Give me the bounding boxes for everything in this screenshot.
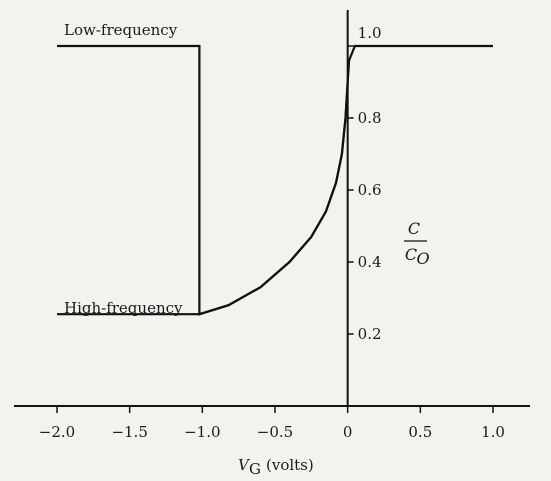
x-tick-label: −2.0 xyxy=(39,423,75,441)
y-tick-label: 0.8 xyxy=(358,109,382,127)
y-tick-label: 1.0 xyxy=(358,24,382,42)
svg-text:C: C xyxy=(405,245,417,264)
svg-text:C: C xyxy=(408,219,420,238)
svg-text:(volts): (volts) xyxy=(266,456,314,474)
y-tick-label: 0.2 xyxy=(358,325,382,343)
high-frequency-curve xyxy=(57,81,349,316)
x-tick-label: 0 xyxy=(343,423,353,441)
x-axis-title: V G (volts) xyxy=(238,456,314,478)
x-tick-label: 0.5 xyxy=(408,423,432,441)
x-tick-label: −1.0 xyxy=(184,423,220,441)
y-ticks: 0.2 0.4 0.6 0.8 1.0 xyxy=(347,24,382,343)
y-tick-label: 0.4 xyxy=(358,253,382,271)
x-tick-label: −0.5 xyxy=(257,423,293,441)
svg-text:O: O xyxy=(416,249,429,268)
svg-text:V: V xyxy=(238,456,251,474)
y-axis-title: C C O xyxy=(404,219,430,268)
y-tick-label: 0.6 xyxy=(358,181,382,199)
high-frequency-label: High-frequency xyxy=(64,299,183,317)
x-tick-label: 1.0 xyxy=(481,423,505,441)
low-frequency-label: Low-frequency xyxy=(64,21,178,39)
x-tick-label: −1.5 xyxy=(111,423,147,441)
svg-text:G: G xyxy=(249,460,261,478)
x-ticks: −2.0 −1.5 −1.0 −0.5 0 0.5 1.0 xyxy=(39,406,505,441)
